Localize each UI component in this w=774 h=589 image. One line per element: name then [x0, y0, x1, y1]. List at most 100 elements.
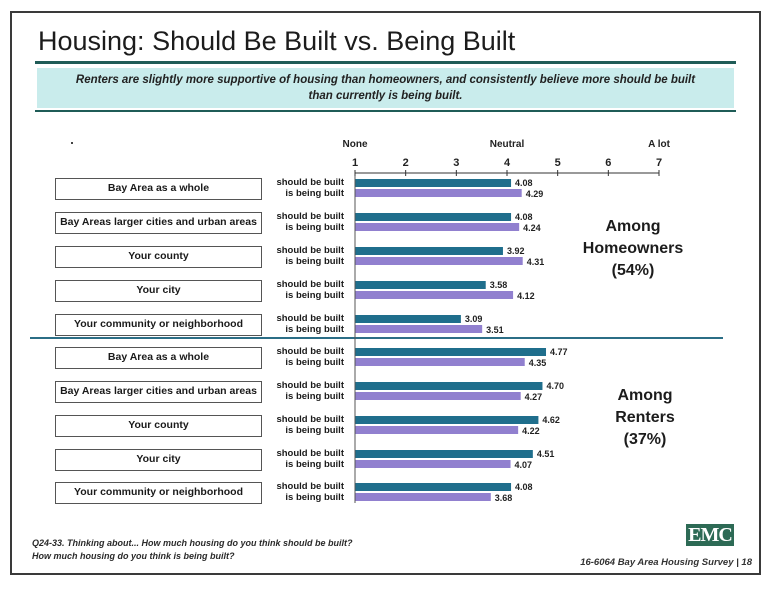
bar-is-being-built	[355, 189, 522, 197]
group-line: Renters	[615, 409, 675, 426]
bar-is-being-built	[355, 426, 519, 434]
scale-label-a-lot: A lot	[648, 139, 671, 150]
tick-label: 6	[605, 157, 611, 169]
value-label-being: 4.12	[517, 291, 535, 301]
group-label-homeowners: Among Homeowners (54%)	[568, 216, 698, 282]
series-label-being: is being built	[285, 256, 344, 267]
page-reference: 16-6064 Bay Area Housing Survey | 18	[580, 557, 752, 568]
group-line: (54%)	[611, 262, 655, 279]
series-label-should: should be built	[276, 481, 344, 492]
value-label-should: 4.08	[515, 178, 533, 188]
value-label-should: 3.09	[465, 314, 483, 324]
value-label-should: 3.58	[490, 280, 508, 290]
group-line: (37%)	[623, 431, 667, 448]
tick-label: 3	[453, 157, 459, 169]
value-label-should: 3.92	[507, 246, 525, 256]
series-label-should: should be built	[276, 211, 344, 222]
value-label-should: 4.70	[546, 381, 564, 391]
subtitle-line-1: Renters are slightly more supportive of …	[75, 74, 696, 86]
bar-should-be-built	[355, 315, 461, 323]
value-label-being: 4.31	[527, 257, 545, 267]
footnote-line-1: Q24-33. Thinking about... How much housi…	[32, 538, 353, 548]
bar-should-be-built	[355, 450, 533, 458]
series-label-being: is being built	[285, 290, 344, 301]
row-label-box: Your community or neighborhood	[55, 482, 262, 504]
row-label-box: Bay Area as a whole	[55, 347, 262, 369]
footnote: Q24-33. Thinking about... How much housi…	[32, 537, 353, 563]
series-label-should: should be built	[276, 177, 344, 188]
series-label-being: is being built	[285, 425, 344, 436]
series-label-should: should be built	[276, 346, 344, 357]
scale-label-neutral: Neutral	[490, 139, 525, 150]
tick-label: 4	[504, 157, 511, 169]
subtitle-banner: Renters are slightly more supportive of …	[37, 68, 734, 108]
bar-is-being-built	[355, 325, 483, 333]
bar-is-being-built	[355, 392, 521, 400]
row-label-box: Bay Areas larger cities and urban areas	[55, 212, 262, 234]
row-label-box: Your county	[55, 246, 262, 268]
bar-should-be-built	[355, 213, 512, 221]
bar-should-be-built	[355, 348, 547, 356]
tick-label: 2	[403, 157, 409, 169]
series-label-should: should be built	[276, 414, 344, 425]
series-label-should: should be built	[276, 380, 344, 391]
tick-label: 1	[352, 157, 358, 169]
bar-should-be-built	[355, 416, 539, 424]
slide-title: Housing: Should Be Built vs. Being Built	[38, 26, 516, 56]
bar-is-being-built	[355, 460, 511, 468]
bar-is-being-built	[355, 291, 514, 299]
group-line: Homeowners	[582, 240, 684, 257]
value-label-being: 4.07	[515, 460, 533, 470]
group-label-renters: Among Renters (37%)	[580, 385, 710, 451]
bar-should-be-built	[355, 483, 512, 491]
value-label-should: 4.51	[537, 449, 555, 459]
footnote-line-2: How much housing do you think is being b…	[32, 551, 235, 561]
bar-should-be-built	[355, 281, 486, 289]
value-label-being: 4.27	[525, 392, 543, 402]
row-label-box: Bay Area as a whole	[55, 178, 262, 200]
value-label-should: 4.08	[515, 482, 533, 492]
row-label-box: Your county	[55, 415, 262, 437]
series-label-being: is being built	[285, 188, 344, 199]
row-label-box: Your city	[55, 449, 262, 471]
group-line: Among	[605, 218, 661, 235]
series-label-being: is being built	[285, 357, 344, 368]
series-label-being: is being built	[285, 492, 344, 503]
series-label-should: should be built	[276, 448, 344, 459]
tick-label: 5	[555, 157, 561, 169]
series-label-should: should be built	[276, 279, 344, 290]
title-rule	[35, 61, 736, 64]
series-label-being: is being built	[285, 391, 344, 402]
series-label-being: is being built	[285, 222, 344, 233]
group-divider	[30, 337, 723, 339]
bar-is-being-built	[355, 358, 525, 366]
value-label-being: 3.51	[486, 325, 504, 335]
series-label-should: should be built	[276, 245, 344, 256]
value-label-being: 4.35	[529, 358, 547, 368]
bar-should-be-built	[355, 382, 543, 390]
bar-is-being-built	[355, 223, 520, 231]
series-label-should: should be built	[276, 313, 344, 324]
value-label-being: 4.29	[526, 189, 544, 199]
bar-should-be-built	[355, 247, 503, 255]
bar-is-being-built	[355, 257, 523, 265]
row-label-box: Bay Areas larger cities and urban areas	[55, 381, 262, 403]
bullet-dot	[71, 142, 73, 144]
scale-label-none: None	[343, 139, 368, 150]
tick-label: 7	[656, 157, 662, 169]
subtitle-rule	[35, 110, 736, 112]
bar-should-be-built	[355, 179, 512, 187]
bar-is-being-built	[355, 493, 491, 501]
row-label-box: Your city	[55, 280, 262, 302]
subtitle-line-2: than currently is being built.	[308, 90, 463, 102]
series-label-being: is being built	[285, 459, 344, 470]
emc-logo: EMC	[686, 524, 734, 546]
series-label-being: is being built	[285, 324, 344, 335]
value-label-should: 4.62	[542, 415, 560, 425]
value-label-being: 3.68	[495, 493, 513, 503]
group-line: Among	[617, 387, 673, 404]
value-label-should: 4.77	[550, 347, 568, 357]
value-label-should: 4.08	[515, 212, 533, 222]
value-label-being: 4.24	[523, 223, 541, 233]
